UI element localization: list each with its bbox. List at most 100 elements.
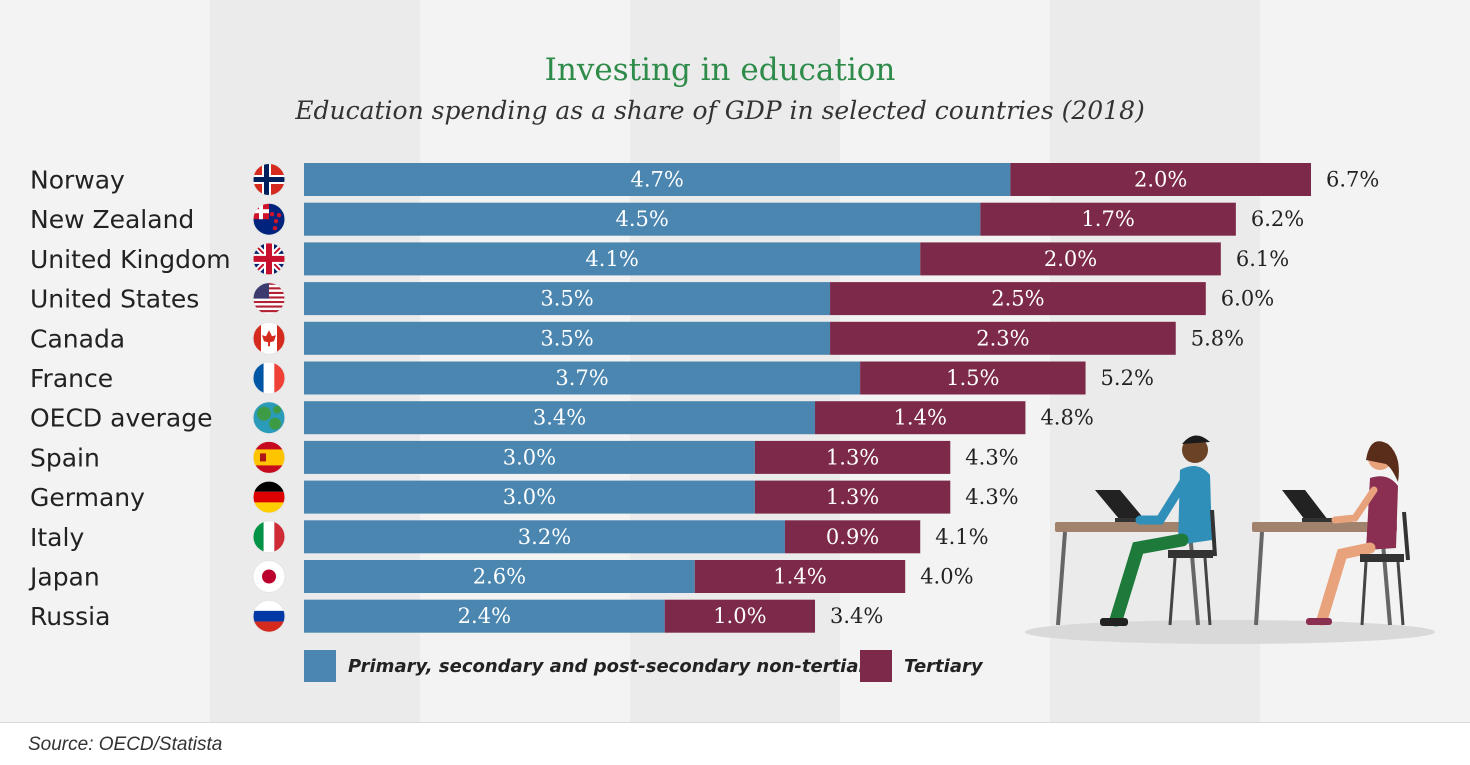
- new-zealand-flag-icon: [252, 202, 286, 236]
- category-label: New Zealand: [30, 205, 194, 234]
- bar-chart: Norway 4.7% 2.0% 6.7% New Zealand 4.5% 1.7% 6.2…: [28, 163, 1379, 633]
- total-label: 6.0%: [1221, 287, 1274, 311]
- legend-swatch-tertiary: [860, 650, 892, 682]
- category-label: Japan: [28, 563, 100, 592]
- legend-swatch-primary: [304, 650, 336, 682]
- source-note: Source: OECD/Statista: [28, 734, 223, 755]
- total-label: 6.2%: [1251, 207, 1304, 231]
- background-band: [840, 0, 1050, 722]
- data-label: 3.0%: [503, 445, 556, 469]
- category-label: Italy: [30, 523, 84, 552]
- data-label: 3.4%: [533, 406, 586, 430]
- bar-segment: [304, 440, 755, 474]
- russia-flag-icon: [252, 599, 286, 633]
- category-label: United Kingdom: [30, 245, 231, 274]
- category-label: Spain: [30, 443, 100, 472]
- spain-flag-icon: [252, 440, 286, 474]
- bar-segment: [980, 202, 1236, 236]
- data-label: 2.3%: [976, 326, 1029, 350]
- bar-segment: [304, 599, 665, 633]
- france-flag-icon: [252, 361, 286, 395]
- total-label: 4.3%: [965, 485, 1018, 509]
- total-label: 6.7%: [1326, 168, 1379, 192]
- bar-segment: [754, 480, 951, 514]
- category-label: OECD average: [30, 404, 212, 433]
- uk-flag-icon: [252, 242, 286, 276]
- data-label: 3.2%: [518, 525, 571, 549]
- data-label: 2.6%: [473, 565, 526, 589]
- background-band: [1050, 0, 1260, 722]
- category-label: United States: [30, 285, 199, 314]
- legend-label: Tertiary: [904, 655, 983, 677]
- data-label: 1.7%: [1081, 207, 1134, 231]
- footer-divider: [0, 722, 1470, 723]
- chart-subtitle: Education spending as a share of GDP in …: [295, 96, 1145, 125]
- norway-flag-icon: [252, 163, 286, 196]
- data-label: 3.7%: [555, 366, 608, 390]
- bar-segment: [664, 599, 816, 633]
- italy-flag-icon: [252, 520, 286, 554]
- data-label: 4.5%: [615, 207, 668, 231]
- legend-item-primary: Primary, secondary and post-secondary no…: [304, 650, 879, 682]
- data-label: 1.4%: [773, 565, 826, 589]
- bar-segment: [920, 242, 1221, 276]
- bar-segment: [754, 440, 951, 474]
- legend-label: Primary, secondary and post-secondary no…: [348, 655, 880, 677]
- category-label: Canada: [30, 324, 125, 353]
- legend-item-tertiary: Tertiary: [860, 650, 983, 682]
- data-label: 1.3%: [826, 445, 879, 469]
- bar-segment: [815, 401, 1026, 435]
- data-label: 2.0%: [1044, 247, 1097, 271]
- bar-segment: [860, 361, 1086, 395]
- bar-segment: [1010, 163, 1312, 196]
- bar-segment: [694, 560, 906, 593]
- data-label: 3.5%: [540, 287, 593, 311]
- data-label: 4.1%: [585, 247, 638, 271]
- bar-segment: [304, 282, 831, 316]
- total-label: 4.1%: [935, 525, 988, 549]
- total-label: 6.1%: [1236, 247, 1289, 271]
- data-label: 0.9%: [826, 525, 879, 549]
- bar-segment: [304, 560, 695, 593]
- japan-flag-icon: [252, 560, 286, 593]
- bar-segment: [784, 520, 921, 554]
- students-illustration: [1025, 435, 1435, 644]
- total-label: 4.8%: [1040, 406, 1093, 430]
- bar-segment: [304, 202, 981, 236]
- data-label: 2.5%: [991, 287, 1044, 311]
- category-label: Germany: [30, 483, 145, 512]
- data-label: 1.0%: [713, 604, 766, 628]
- category-label: France: [30, 364, 113, 393]
- us-flag-icon: [252, 282, 286, 316]
- data-label: 2.0%: [1134, 168, 1187, 192]
- total-label: 3.4%: [830, 604, 883, 628]
- globe-icon: [252, 401, 286, 435]
- category-label: Russia: [30, 602, 110, 631]
- bar-segment: [304, 361, 861, 395]
- bar-segment: [304, 520, 785, 554]
- bar-segment: [304, 242, 921, 276]
- data-label: 4.7%: [631, 168, 684, 192]
- total-label: 4.3%: [965, 445, 1018, 469]
- bar-segment: [304, 480, 755, 514]
- background-band: [0, 0, 210, 722]
- data-label: 1.4%: [894, 406, 947, 430]
- total-label: 5.8%: [1191, 326, 1244, 350]
- data-label: 1.3%: [826, 485, 879, 509]
- germany-flag-icon: [252, 480, 286, 514]
- bar-segment: [304, 321, 831, 355]
- data-label: 1.5%: [946, 366, 999, 390]
- bar-segment: [830, 321, 1176, 355]
- data-label: 2.4%: [458, 604, 511, 628]
- category-label: Norway: [30, 166, 125, 195]
- total-label: 4.0%: [920, 565, 973, 589]
- data-label: 3.0%: [503, 485, 556, 509]
- total-label: 5.2%: [1101, 366, 1154, 390]
- background-band: [1260, 0, 1470, 722]
- data-label: 3.5%: [540, 326, 593, 350]
- bar-segment: [304, 401, 816, 435]
- canada-flag-icon: [252, 321, 286, 355]
- chart-title: Investing in education: [544, 52, 896, 88]
- bar-segment: [830, 282, 1206, 316]
